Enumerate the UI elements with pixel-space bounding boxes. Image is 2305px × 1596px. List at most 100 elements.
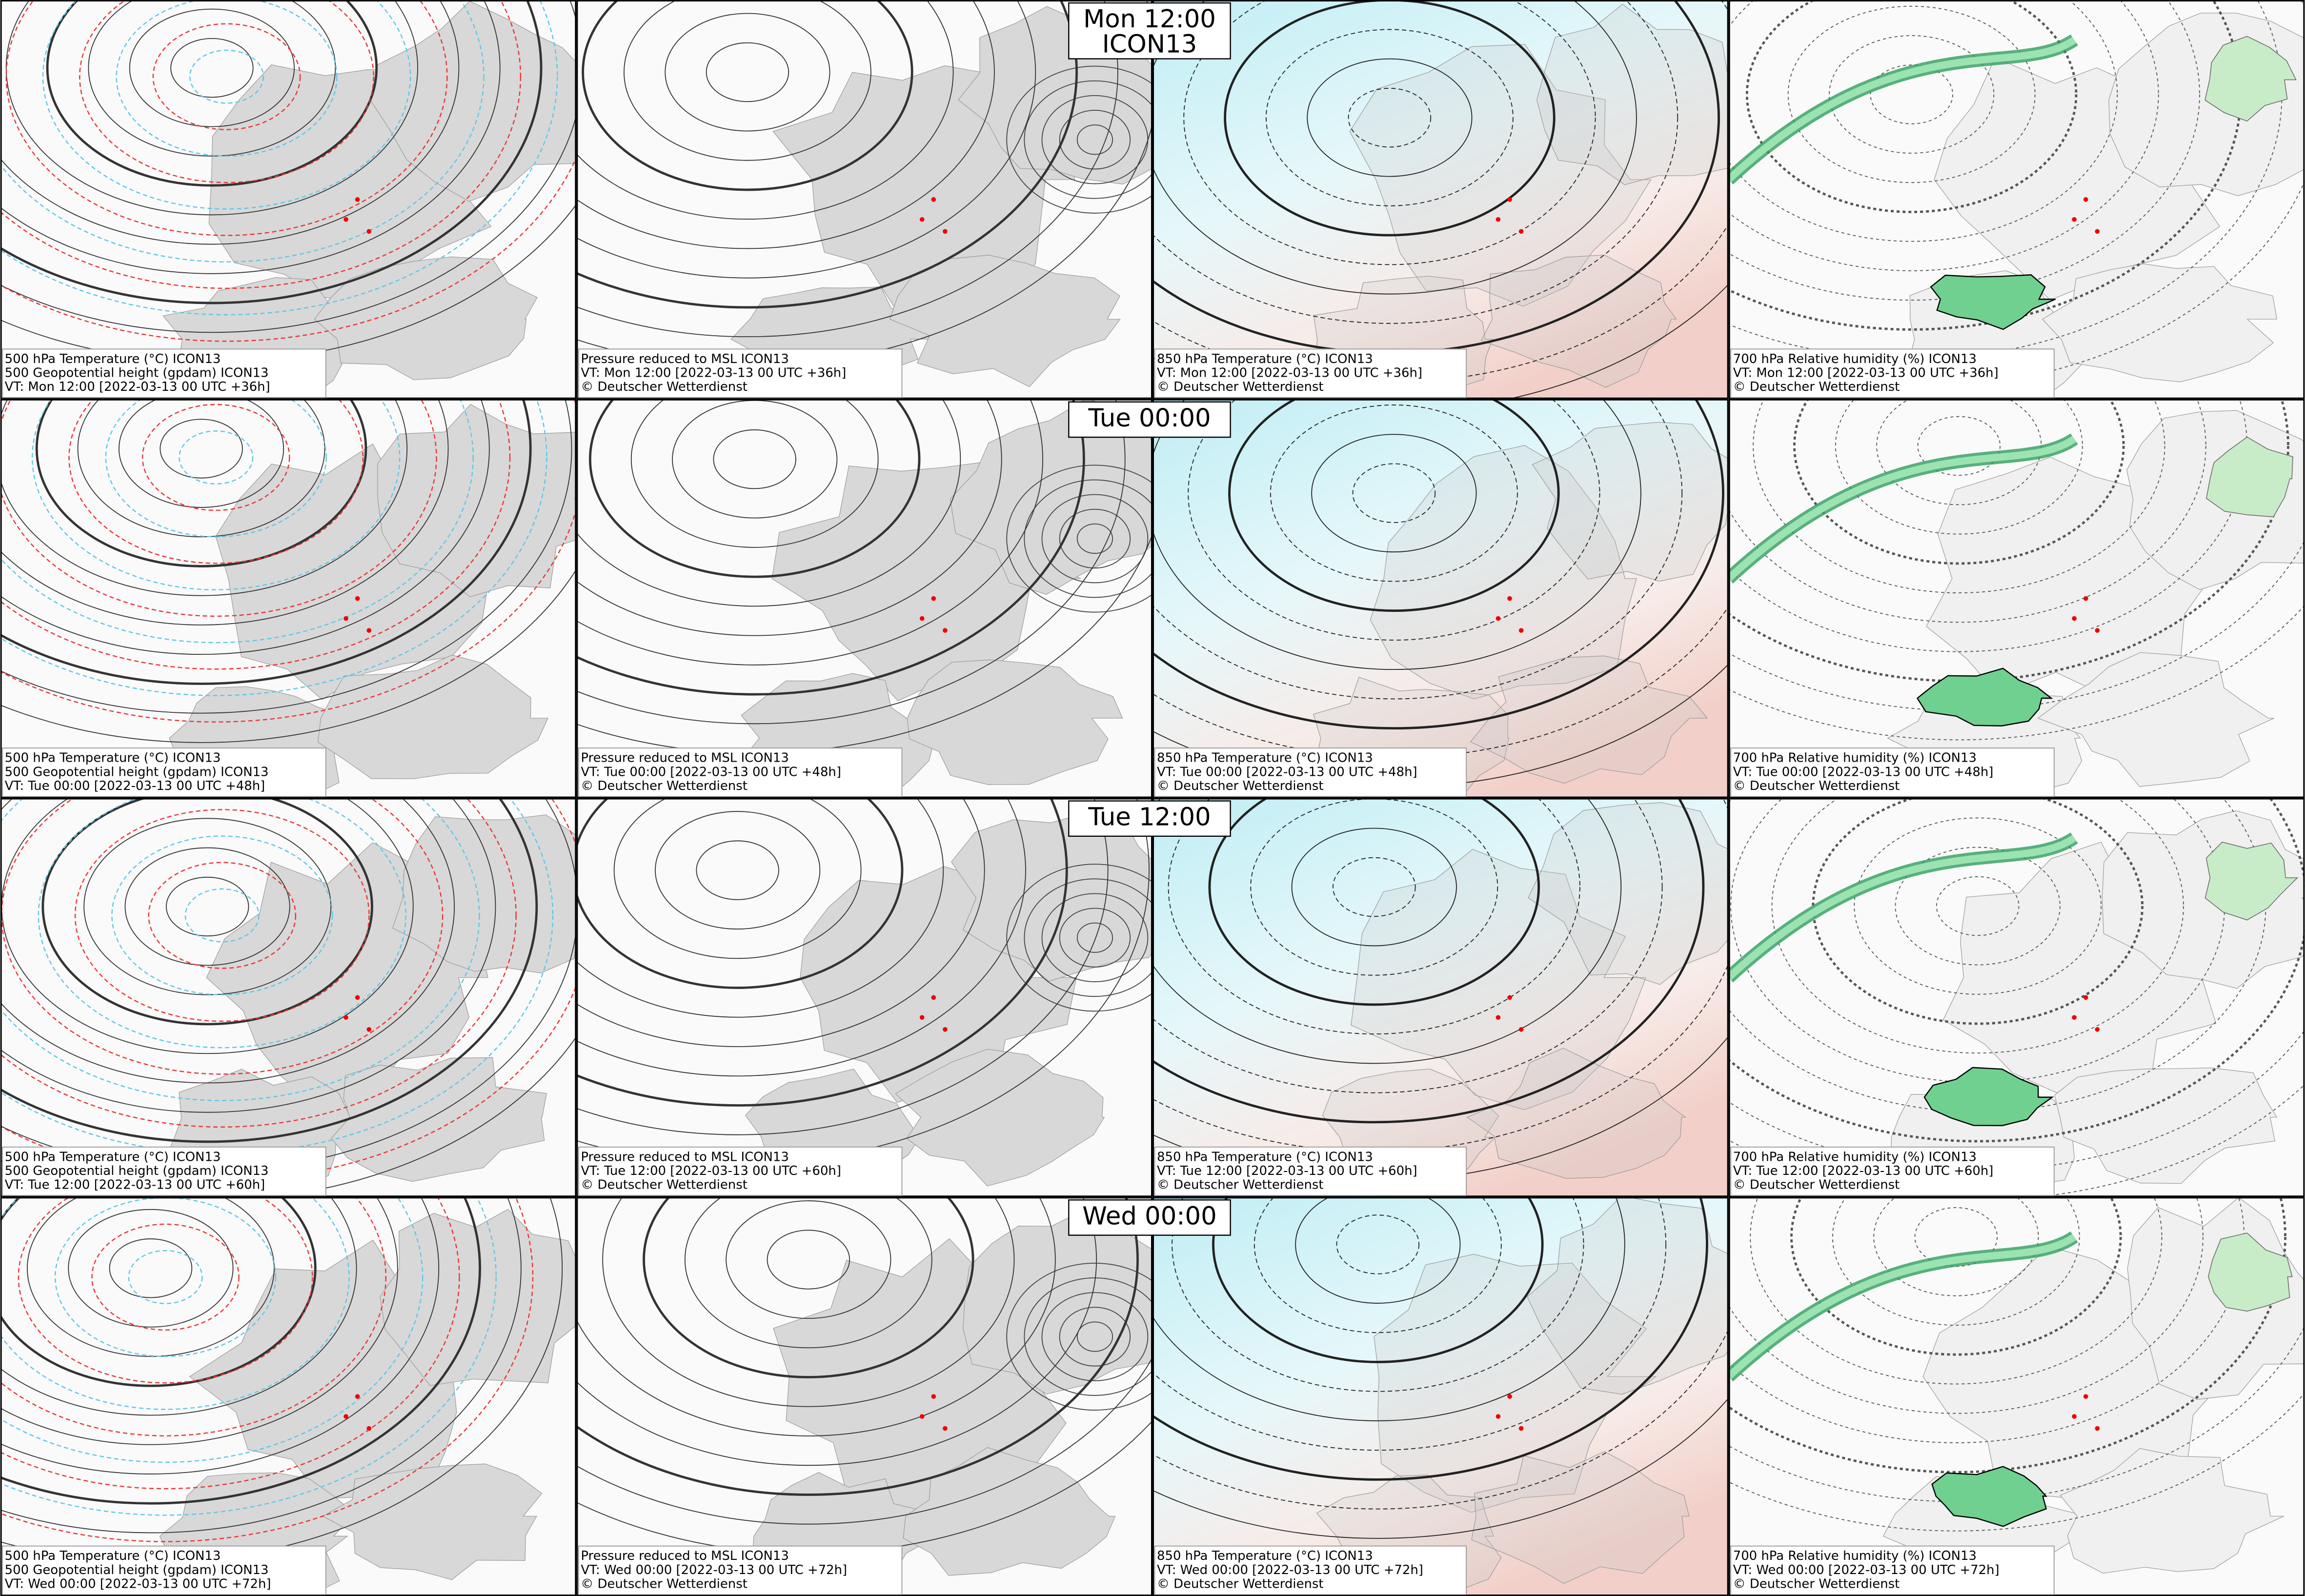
station-dot [931,197,936,202]
contour [0,399,572,714]
time-header: Tue 00:00 [1088,404,1211,433]
caption-line: © Deutscher Wetterdienst [1733,1576,1900,1591]
land [890,255,1121,387]
contour [1870,64,1953,124]
contour [1076,523,1113,554]
contour [165,876,249,937]
station-dot [2072,616,2077,621]
contour [1936,876,2020,936]
contour [1152,798,1622,1064]
caption-box [1154,348,1467,398]
contour [1854,817,2102,995]
caption-line: 700 hPa Relative humidity (%) ICON13 [1733,352,1977,366]
humidity-band [1931,1466,2047,1527]
station-dot [1518,1027,1524,1032]
caption-line: © Deutscher Wetterdienst [581,380,748,394]
contour [0,399,474,644]
map-body [1152,399,1729,798]
station-dot [2095,1027,2100,1032]
station-dot [355,995,360,1000]
contour [0,399,449,626]
land [1527,1197,1729,1395]
land [903,1447,1116,1576]
caption-line: 850 hPa Temperature (°C) ICON13 [1157,352,1373,366]
station-dot [1496,1414,1501,1419]
station-dot [344,217,348,222]
contour [0,1197,460,1490]
contour [1152,1197,1666,1451]
contour [1829,35,1995,154]
time-header: Mon 12:00 [1083,4,1216,34]
caption-box [2,348,326,398]
contour [1728,0,2118,242]
contour [576,399,1043,666]
contour [1152,798,1663,1093]
caption-box [2,1545,326,1595]
contour [88,0,336,157]
contour [68,1209,234,1328]
contour [0,798,496,1113]
contour [124,847,290,966]
station-dot [2095,1426,2100,1431]
contour [576,798,944,1018]
caption-line: VT: Tue 00:00 [2022-03-13 00 UTC +48h] [581,765,841,779]
caption-line: VT: Wed 00:00 [2022-03-13 00 UTC +72h] [581,1563,847,1577]
contour [1183,0,1596,265]
caption-box [578,348,903,398]
contour [0,399,511,670]
panel-border [1728,798,2305,1197]
contour [1006,465,1152,613]
caption-box [1154,747,1467,797]
panel-border [1152,0,1729,399]
contour [32,399,401,590]
panel-border [1152,798,1729,1197]
caption-box [2,747,326,797]
contour [0,1197,481,1505]
station-dot [1507,995,1512,1000]
land [1480,254,1677,388]
station-dot [366,628,372,633]
contour [696,840,779,900]
station-dot [1518,1426,1524,1431]
contour [1336,1214,1420,1274]
contour [643,1197,974,1378]
contour [576,1197,1056,1436]
caption-line: VT: Tue 00:00 [2022-03-13 00 UTC +48h] [5,779,265,793]
caption-line: © Deutscher Wetterdienst [1157,1576,1324,1591]
contour [0,798,517,1128]
contour [1059,1307,1131,1367]
panel-border [0,0,577,399]
contour [1307,58,1473,177]
station-dot [943,1426,948,1431]
contour [1006,864,1152,1012]
land [1370,445,1637,700]
contour [0,798,455,1084]
map-body [0,1197,577,1596]
caption-line: © Deutscher Wetterdienst [1733,779,1900,793]
contour [1212,1197,1544,1363]
station-dot [1518,229,1524,234]
caption-line: © Deutscher Wetterdienst [581,1576,748,1591]
contour [1059,110,1131,170]
station-dot [366,1426,372,1431]
caption-line: Pressure reduced to MSL ICON13 [581,1150,789,1164]
station-dot [2072,1015,2077,1020]
caption-line: 500 hPa Temperature (°C) ICON13 [5,1549,221,1563]
contour [83,818,332,995]
contour [684,1197,932,1349]
map-body [1728,1197,2305,1596]
contour [576,1197,1139,1496]
contour [111,835,333,995]
land [2054,1067,2278,1184]
contour [170,38,254,98]
caption-line: 850 hPa Temperature (°C) ICON13 [1157,1549,1373,1563]
contour [1728,1197,2204,1414]
contour [655,811,821,929]
time-header-box [1068,401,1231,438]
caption-line: VT: Wed 00:00 [2022-03-13 00 UTC +72h] [5,1576,271,1591]
caption-line: 700 hPa Relative humidity (%) ICON13 [1733,1549,1977,1563]
station-dot [1507,596,1512,601]
